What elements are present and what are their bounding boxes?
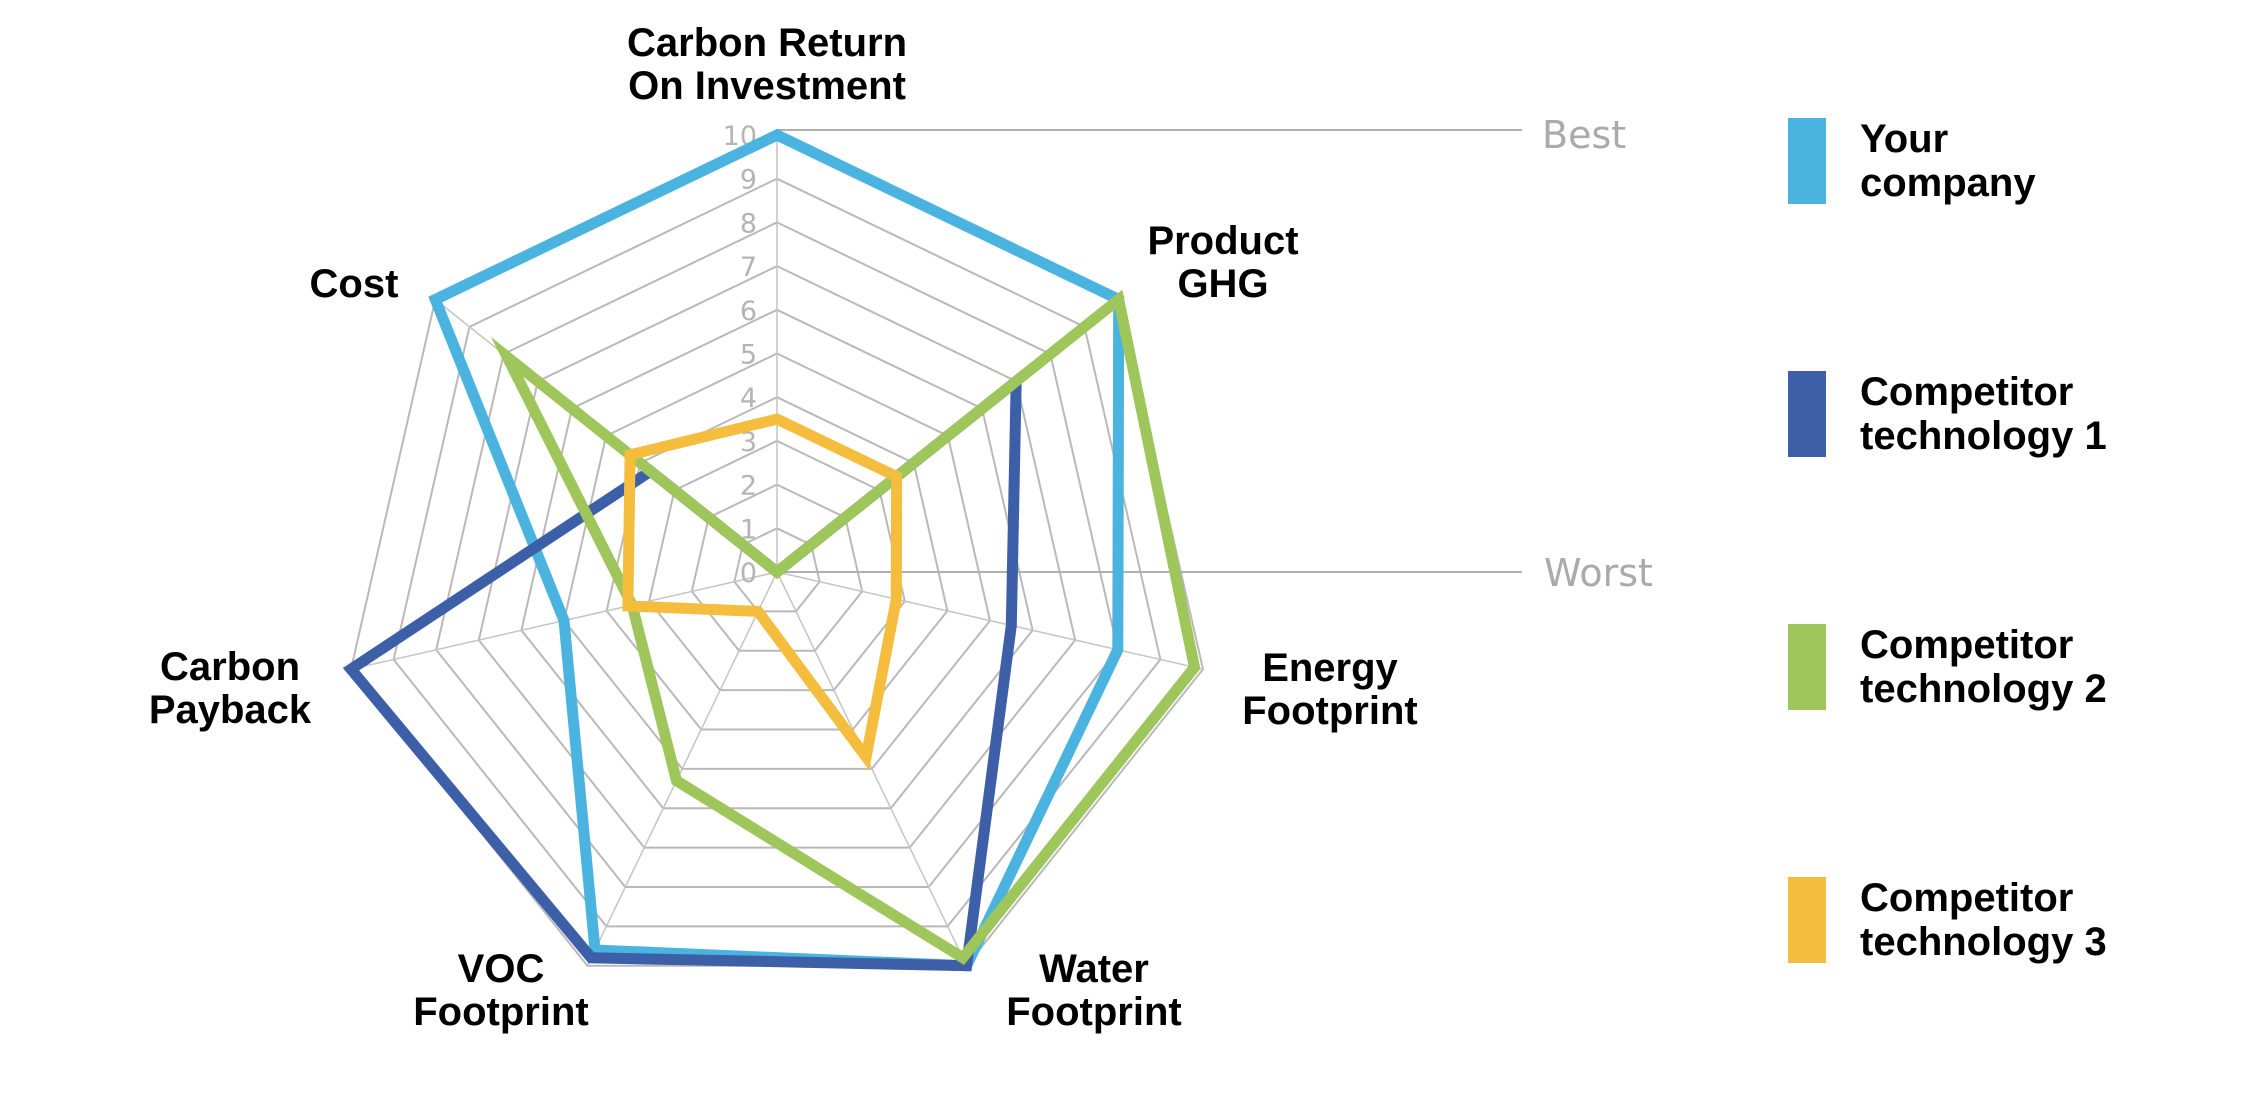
axis-label-carbon-return-on-investment: Carbon Return On Investment — [627, 21, 907, 108]
legend-item-competitor-technology-3[interactable]: Competitor technology 3 — [1788, 875, 2107, 965]
axis-label-product-ghg: Product GHG — [1147, 219, 1298, 306]
tick-label: 2 — [740, 471, 757, 502]
tick-label: 1 — [740, 514, 757, 545]
grid-ring — [520, 308, 1034, 810]
axis-labels: Carbon Return On Investment Product GHG Ener… — [149, 21, 1418, 1034]
grid-ring — [392, 177, 1162, 928]
legend-label: Competitor technology 3 — [1860, 876, 2107, 964]
worst-label: Worst — [1544, 551, 1653, 595]
tick-label: 9 — [740, 165, 757, 196]
grid-ring — [648, 439, 906, 692]
legend-label: Competitor technology 2 — [1860, 623, 2107, 711]
legend-swatch — [1788, 624, 1826, 710]
axis-spoke — [586, 571, 778, 967]
legend-swatch — [1788, 877, 1826, 963]
axis-label-energy-footprint: Energy Footprint — [1242, 646, 1418, 733]
series-competitor-technology-1 — [342, 369, 1022, 972]
legend-label: Competitor technology 1 — [1860, 370, 2107, 458]
reference-lines: Best Worst — [776, 113, 1653, 595]
axis-label-carbon-payback: Carbon Payback — [149, 645, 312, 732]
tick-label: 4 — [740, 383, 757, 414]
best-label: Best — [1542, 113, 1626, 157]
grid-ring — [690, 483, 864, 652]
legend-swatch — [1788, 371, 1826, 457]
axis-label-cost: Cost — [310, 262, 399, 306]
tick-label: 7 — [740, 252, 757, 283]
series-competitor-technology-3 — [622, 413, 903, 771]
legend-swatch — [1788, 118, 1826, 204]
axis-label-water-footprint: Water Footprint — [1006, 947, 1182, 1034]
legend: Your company Competitor technology 1 Com… — [1788, 0, 2248, 1098]
tick-label: 5 — [740, 340, 757, 371]
legend-item-competitor-technology-1[interactable]: Competitor technology 1 — [1788, 369, 2107, 459]
axis-spoke — [776, 571, 968, 967]
tick-label: 3 — [740, 427, 757, 458]
tick-label: 8 — [740, 208, 757, 239]
grid-ring — [562, 352, 992, 770]
legend-item-competitor-technology-2[interactable]: Competitor technology 2 — [1788, 622, 2107, 712]
axis-spoke — [776, 571, 1204, 670]
tick-label: 6 — [740, 296, 757, 327]
series-layer — [342, 128, 1201, 972]
grid-ring — [733, 527, 821, 613]
axis-label-voc-footprint: VOC Footprint — [413, 947, 589, 1034]
legend-label: Your company — [1860, 117, 2036, 205]
legend-item-your-company[interactable]: Your company — [1788, 116, 2036, 206]
grid-ring — [435, 221, 1119, 888]
series-competitor-technology-2 — [490, 289, 1201, 966]
tick-label: 0 — [740, 558, 757, 589]
